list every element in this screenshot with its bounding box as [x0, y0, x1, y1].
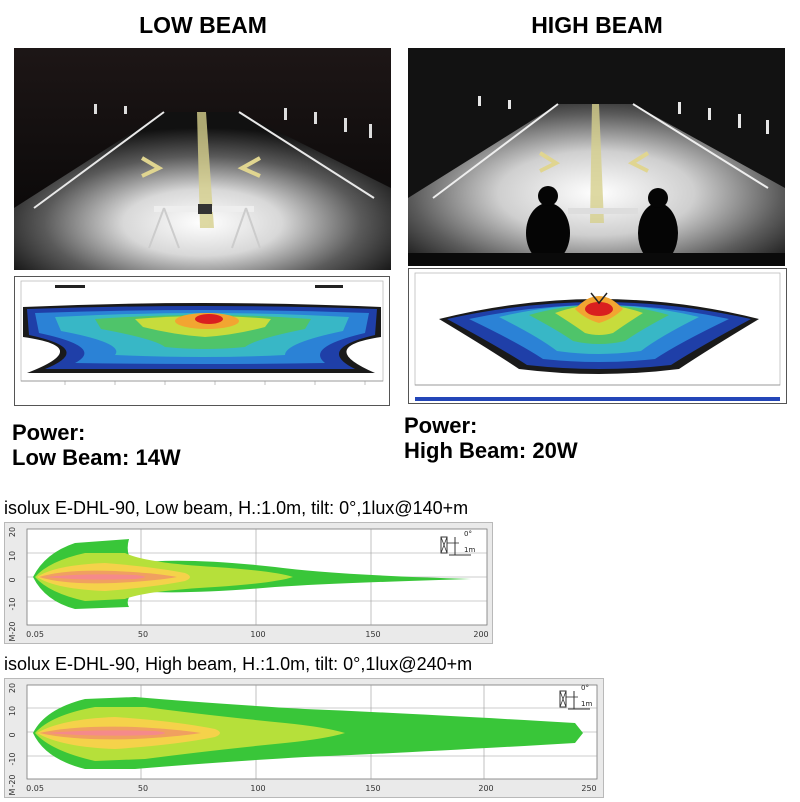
x-tick: 100 [250, 784, 265, 793]
x-tick: 200 [478, 784, 493, 793]
y-unit: M [8, 788, 17, 795]
isolux-high-beam-title: isolux E-DHL-90, High beam, H.:1.0m, til… [4, 654, 473, 674]
isolux-low-beam-chart: 0° 1m 20 10 0 -10 -20 M 0.05 50 100 150 … [4, 522, 493, 644]
x-tick: 150 [365, 784, 380, 793]
y-tick: -10 [8, 597, 17, 610]
isolux-low-icon-angle: 0° [464, 530, 472, 538]
x-tick: 250 [581, 784, 596, 793]
x-tick: 50 [138, 630, 148, 639]
high-beam-photo [408, 48, 785, 266]
y-unit: M [8, 634, 17, 641]
y-tick: 10 [8, 706, 17, 716]
high-beam-power: Power: High Beam: 20W [404, 413, 578, 463]
mounting-angle-icon [559, 690, 590, 710]
y-tick: 20 [8, 683, 17, 693]
y-tick: 10 [8, 551, 17, 561]
isolux-low-icon-height: 1m [464, 546, 475, 554]
isolux-high-beam-chart: 0° 1m 20 10 0 -10 -20 M 0.05 50 100 150 … [4, 678, 604, 798]
x-tick: 0.05 [26, 784, 44, 793]
low-beam-power: Power: Low Beam: 14W [12, 420, 181, 470]
low-beam-photo [14, 48, 391, 270]
x-tick: 150 [365, 630, 380, 639]
isolux-high-icon-height: 1m [581, 700, 592, 708]
y-tick: 0 [8, 577, 17, 582]
low-beam-distribution-plot [14, 276, 390, 406]
y-tick: 0 [8, 732, 17, 737]
y-tick: 20 [8, 527, 17, 537]
isolux-low-beam-title: isolux E-DHL-90, Low beam, H.:1.0m, tilt… [4, 498, 469, 518]
y-tick: -10 [8, 752, 17, 765]
mounting-angle-icon [440, 536, 471, 556]
low-beam-title: LOW BEAM [139, 12, 267, 38]
x-tick: 100 [250, 630, 265, 639]
high-beam-power-label: Power: [404, 413, 478, 438]
high-beam-power-value: High Beam: 20W [404, 438, 578, 463]
high-beam-title: HIGH BEAM [531, 12, 663, 38]
y-tick: -20 [8, 621, 17, 634]
x-tick: 200 [473, 630, 488, 639]
low-beam-power-label: Power: [12, 420, 86, 445]
y-tick: -20 [8, 774, 17, 787]
high-beam-distribution-plot [408, 268, 787, 404]
low-beam-power-value: Low Beam: 14W [12, 445, 181, 470]
x-tick: 0.05 [26, 630, 44, 639]
x-tick: 50 [138, 784, 148, 793]
isolux-high-icon-angle: 0° [581, 684, 589, 692]
